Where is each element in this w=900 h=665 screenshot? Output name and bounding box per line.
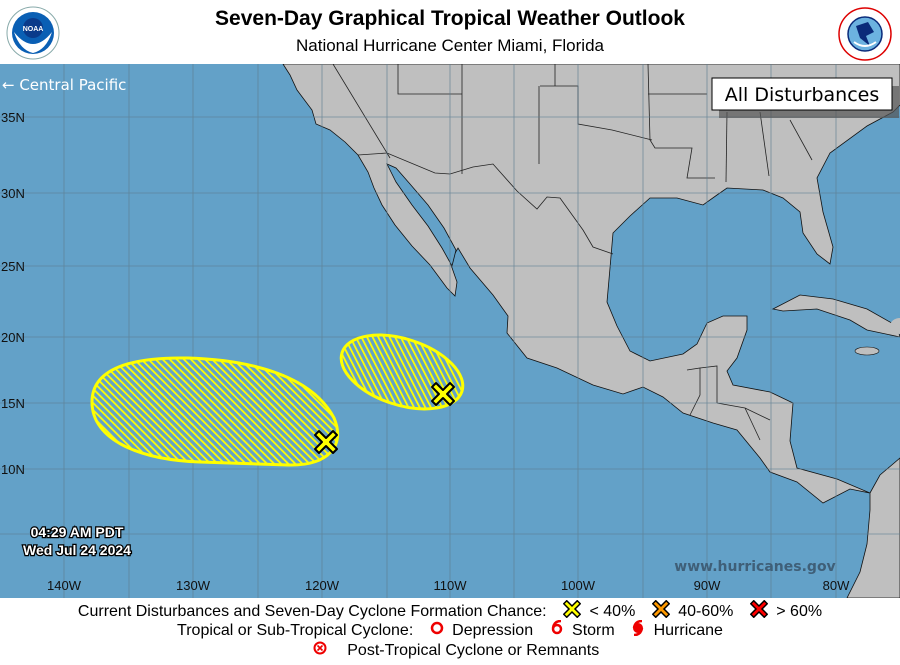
- page-title: Seven-Day Graphical Tropical Weather Out…: [215, 7, 685, 30]
- lat-label: 15N: [1, 396, 25, 411]
- website-label: www.hurricanes.gov: [674, 559, 835, 575]
- lat-label: 20N: [1, 330, 25, 345]
- x-icon[interactable]: [431, 382, 455, 406]
- all-disturbances-label: All Disturbances: [725, 84, 880, 106]
- land-jamaica: [854, 346, 880, 356]
- legend-storm: Storm: [572, 621, 615, 639]
- x-icon-high: [749, 599, 769, 623]
- lat-label: 10N: [1, 462, 25, 477]
- lon-label: 90W: [694, 578, 721, 593]
- x-icon-low: [562, 599, 582, 623]
- lat-label: 25N: [1, 259, 25, 274]
- land-hispaniola: [890, 318, 900, 334]
- map[interactable]: 35N 30N 25N 20N 15N 10N 140W 130W 120W 1…: [0, 64, 900, 598]
- post-tropical-icon: [313, 641, 327, 660]
- legend-medium: 40-60%: [678, 602, 734, 620]
- legend-formation-label: Current Disturbances and Seven-Day Cyclo…: [77, 602, 547, 620]
- legend-cyclone-label: Tropical or Sub-Tropical Cyclone:: [177, 621, 414, 639]
- nws-logo: [838, 7, 892, 61]
- all-disturbances-box: [711, 77, 893, 111]
- lon-label: 120W: [305, 578, 340, 593]
- lon-label: 110W: [434, 578, 468, 593]
- timestamp-time: 04:29 AM PDT: [31, 524, 124, 540]
- gulf-of-california: [386, 163, 457, 268]
- header: NOAA Seven-Day Graphical Tropical Weathe…: [0, 0, 900, 64]
- storm-icon: [550, 619, 564, 641]
- lon-label: 140W: [47, 578, 82, 593]
- political-borders: [332, 64, 813, 441]
- central-pacific-link[interactable]: ← Central Pacific: [2, 76, 126, 94]
- disturbance-area-2[interactable]: [332, 321, 472, 423]
- legend: Current Disturbances and Seven-Day Cyclo…: [0, 598, 900, 665]
- legend-depression: Depression: [452, 621, 534, 639]
- land-cuba: [771, 294, 900, 338]
- x-icon[interactable]: [314, 430, 338, 454]
- disturbance-area-1[interactable]: [90, 356, 340, 467]
- legend-post-tropical: Post-Tropical Cyclone or Remnants: [347, 641, 600, 659]
- legend-hurricane: Hurricane: [653, 621, 723, 639]
- page-subtitle: National Hurricane Center Miami, Florida: [295, 36, 604, 55]
- timestamp-date: Wed Jul 24 2024: [23, 542, 131, 558]
- lat-label: 35N: [1, 110, 25, 125]
- lat-label: 30N: [1, 186, 25, 201]
- legend-low: < 40%: [589, 602, 636, 620]
- lon-label: 80W: [823, 578, 850, 593]
- svg-text:NOAA: NOAA: [23, 26, 44, 33]
- depression-icon: [430, 621, 444, 640]
- x-icon-medium: [651, 599, 671, 623]
- lon-label: 100W: [561, 578, 596, 593]
- noaa-logo: NOAA: [6, 6, 60, 60]
- legend-high: > 60%: [776, 602, 823, 620]
- lon-label: 130W: [176, 578, 211, 593]
- hurricane-icon: [631, 619, 645, 641]
